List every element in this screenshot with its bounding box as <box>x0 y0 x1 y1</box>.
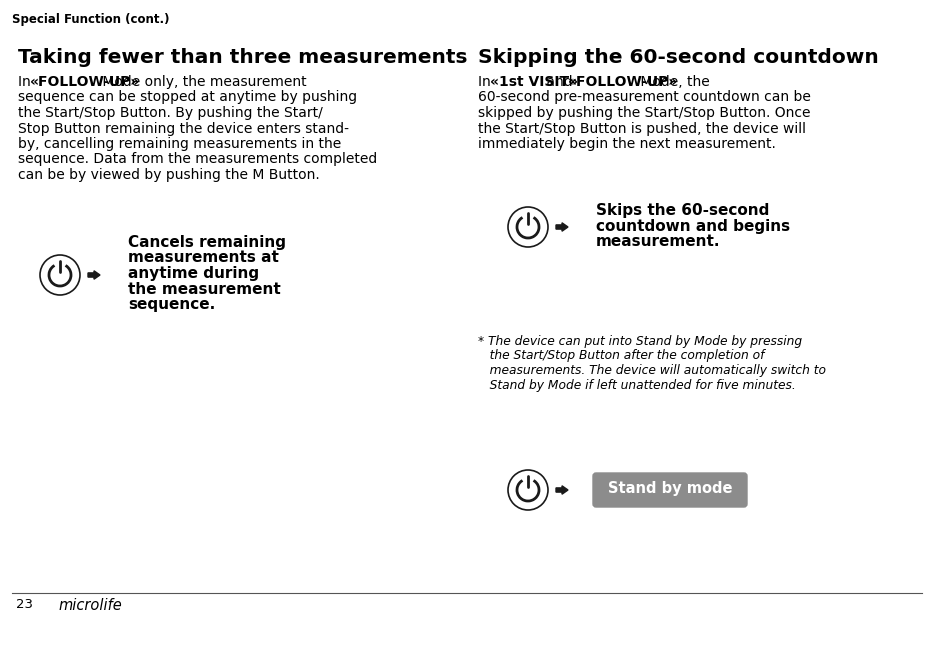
Polygon shape <box>556 486 568 494</box>
Text: the measurement: the measurement <box>128 281 281 297</box>
Text: Cancels remaining: Cancels remaining <box>128 235 286 250</box>
Text: Mode, the: Mode, the <box>636 75 710 89</box>
Text: measurement.: measurement. <box>596 234 720 249</box>
Text: In: In <box>478 75 495 89</box>
Text: Mode only, the measurement: Mode only, the measurement <box>98 75 306 89</box>
Text: Skipping the 60-second countdown: Skipping the 60-second countdown <box>478 48 879 67</box>
Text: the Start/Stop Button is pushed, the device will: the Start/Stop Button is pushed, the dev… <box>478 121 806 135</box>
Text: «1st VISIT»: «1st VISIT» <box>490 75 578 89</box>
Polygon shape <box>88 271 100 279</box>
Text: the Start/Stop Button after the completion of: the Start/Stop Button after the completi… <box>478 350 765 362</box>
Polygon shape <box>556 223 568 231</box>
Text: Stand by mode: Stand by mode <box>608 482 732 497</box>
Text: and: and <box>542 75 577 89</box>
Text: 23: 23 <box>16 599 33 611</box>
Text: «FOLLOW-UP»: «FOLLOW-UP» <box>30 75 140 89</box>
Text: * The device can put into Stand by Mode by pressing: * The device can put into Stand by Mode … <box>478 335 802 348</box>
Text: Stand by Mode if left unattended for ﬁve minutes.: Stand by Mode if left unattended for ﬁve… <box>478 379 796 392</box>
Text: the Start/Stop Button. By pushing the Start/: the Start/Stop Button. By pushing the St… <box>18 106 323 120</box>
Text: 60-second pre-measurement countdown can be: 60-second pre-measurement countdown can … <box>478 90 811 104</box>
Text: Stop Button remaining the device enters stand-: Stop Button remaining the device enters … <box>18 121 349 135</box>
Text: skipped by pushing the Start/Stop Button. Once: skipped by pushing the Start/Stop Button… <box>478 106 811 120</box>
Text: countdown and begins: countdown and begins <box>596 219 790 233</box>
Text: Special Function (cont.): Special Function (cont.) <box>12 13 169 26</box>
Text: immediately begin the next measurement.: immediately begin the next measurement. <box>478 137 776 151</box>
Text: sequence.: sequence. <box>128 297 215 312</box>
Text: measurements. The device will automatically switch to: measurements. The device will automatica… <box>478 364 826 377</box>
Text: sequence. Data from the measurements completed: sequence. Data from the measurements com… <box>18 152 377 166</box>
Text: sequence can be stopped at anytime by pushing: sequence can be stopped at anytime by pu… <box>18 90 357 104</box>
Text: by, cancelling remaining measurements in the: by, cancelling remaining measurements in… <box>18 137 341 151</box>
Text: «FOLLOW-UP»: «FOLLOW-UP» <box>568 75 678 89</box>
Text: Taking fewer than three measurements: Taking fewer than three measurements <box>18 48 468 67</box>
Text: anytime during: anytime during <box>128 266 259 281</box>
Text: microlife: microlife <box>58 599 121 613</box>
FancyBboxPatch shape <box>593 473 747 507</box>
Text: Skips the 60-second: Skips the 60-second <box>596 203 770 218</box>
Text: In: In <box>18 75 35 89</box>
Text: can be by viewed by pushing the M Button.: can be by viewed by pushing the M Button… <box>18 168 319 182</box>
Text: measurements at: measurements at <box>128 250 279 266</box>
